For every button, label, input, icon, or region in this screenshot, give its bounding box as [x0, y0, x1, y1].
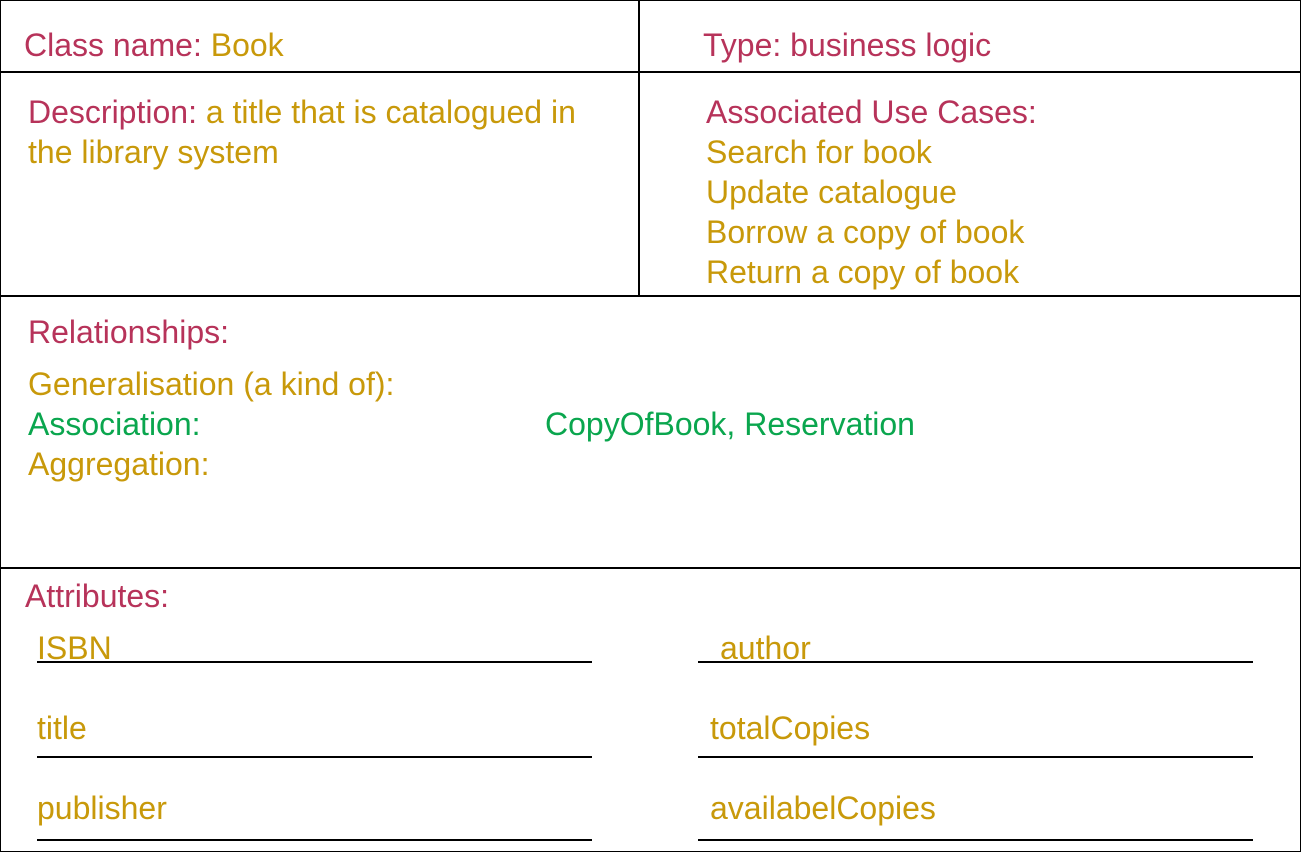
attributes-label: Attributes:: [25, 578, 170, 614]
header-divider: [1, 71, 1300, 73]
association-value: CopyOfBook, Reservation: [545, 406, 915, 442]
description-line-1: Description: a title that is catalogued …: [28, 92, 576, 132]
relationships-label: Relationships:: [28, 314, 229, 350]
aggregation-label: Aggregation:: [28, 446, 210, 482]
attributes-top-divider: [1, 567, 1300, 569]
attribute-author: author: [720, 630, 811, 666]
use-cases-label: Associated Use Cases:: [706, 94, 1037, 130]
description-label: Description:: [28, 94, 197, 130]
use-case-item: Return a copy of book: [706, 254, 1020, 290]
class-name-label: Class name:: [24, 27, 202, 63]
description-text-1: a title that is catalogued in: [205, 94, 576, 130]
attribute-underline: [37, 839, 592, 841]
column-divider: [638, 1, 640, 295]
type-field: Type: business logic: [703, 25, 991, 65]
attribute-total-copies: totalCopies: [710, 710, 871, 746]
relationships-top-divider: [1, 295, 1300, 297]
generalisation-label: Generalisation (a kind of):: [28, 366, 395, 402]
attribute-isbn: ISBN: [37, 630, 112, 666]
attribute-publisher: publisher: [37, 790, 167, 826]
attribute-underline: [698, 661, 1253, 663]
attribute-underline: [37, 661, 592, 663]
attribute-title: title: [37, 710, 87, 746]
attribute-underline: [698, 756, 1253, 758]
type-label: Type:: [703, 27, 782, 63]
description-text-2: the library system: [28, 134, 279, 170]
attribute-underline: [37, 756, 592, 758]
class-name-field: Class name: Book: [24, 25, 284, 65]
use-case-item: Update catalogue: [706, 174, 957, 210]
attribute-underline: [698, 839, 1253, 841]
type-value: business logic: [790, 27, 992, 63]
association-label: Association:: [28, 406, 201, 442]
use-case-item: Search for book: [706, 134, 932, 170]
attribute-available-copies: availabelCopies: [710, 790, 936, 826]
class-name-value: Book: [210, 27, 284, 63]
use-case-item: Borrow a copy of book: [706, 214, 1025, 250]
